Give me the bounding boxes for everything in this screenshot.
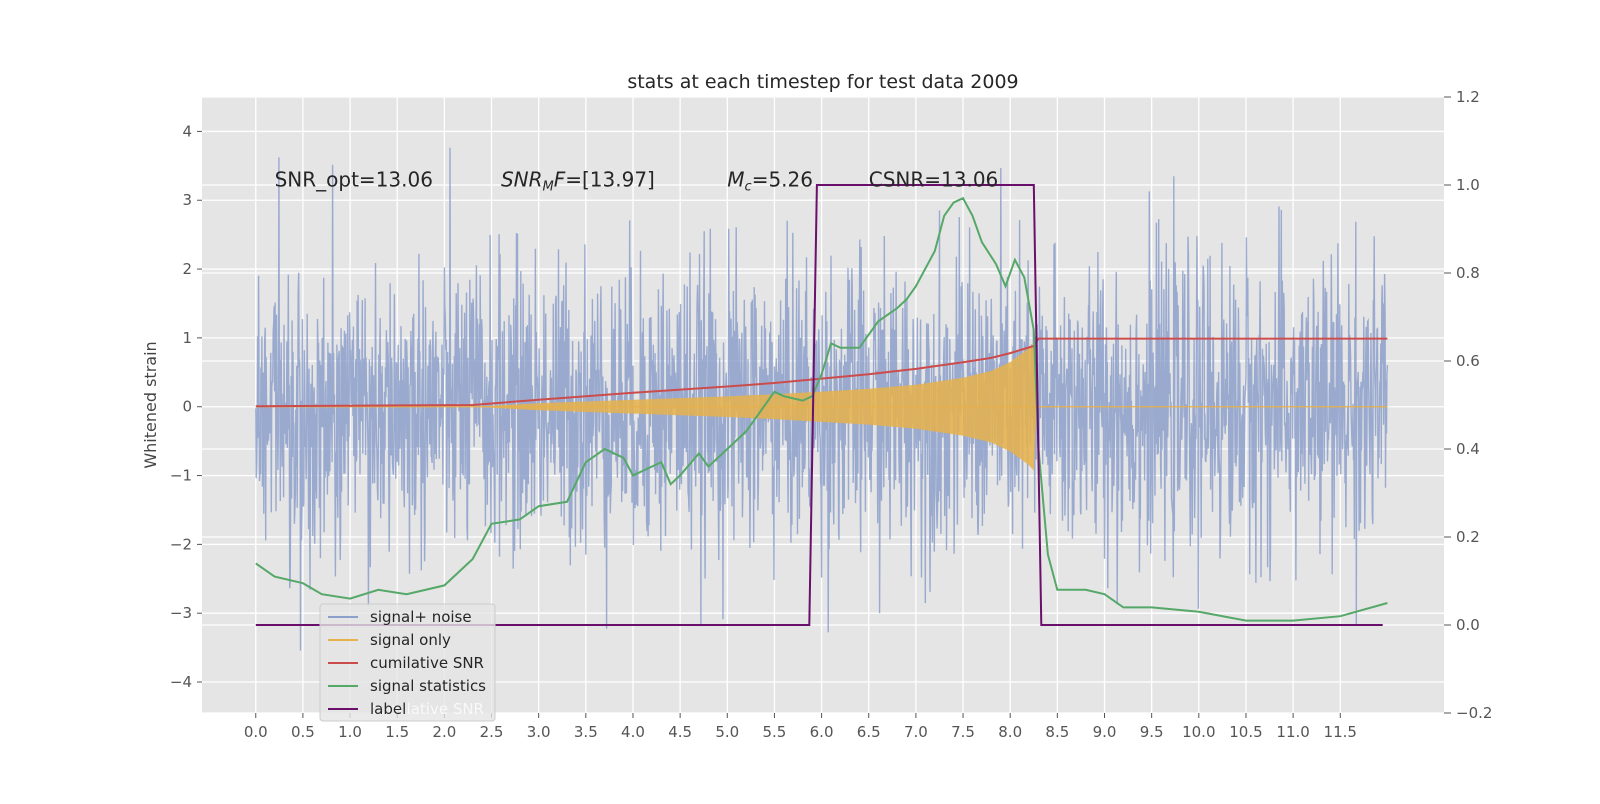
series-signal-noise-line	[255, 147, 1389, 651]
x-tick-label: 4.0	[621, 723, 645, 741]
y-tick-label: 3	[182, 191, 192, 209]
x-tick-label: 1.0	[338, 723, 362, 741]
legend-label: label	[370, 700, 406, 718]
x-tick-label: 2.5	[480, 723, 504, 741]
legend-box	[319, 603, 496, 722]
y-tick-label: 1	[182, 329, 192, 347]
y2-tick-label: 1.0	[1456, 176, 1480, 194]
annotation-0: SNR_opt=13.06	[275, 167, 433, 191]
y2-tick-label: 0.0	[1456, 616, 1480, 634]
x-tick-label: 11.0	[1276, 723, 1309, 741]
y-axis-label: Whitened strain	[141, 341, 160, 468]
x-tick-label: 6.0	[810, 723, 834, 741]
x-tick-label: 10.5	[1229, 723, 1262, 741]
y2-tick-label: 1.2	[1456, 88, 1480, 106]
legend-ghost-label: cumilative SNR	[370, 700, 484, 718]
legend-label: signal statistics	[370, 677, 486, 695]
data-layer	[255, 147, 1389, 651]
x-tick-label: 1.5	[385, 723, 409, 741]
x-tick-label: 11.5	[1324, 723, 1357, 741]
x-tick-label: 7.5	[951, 723, 975, 741]
chart-title: stats at each timestep for test data 200…	[627, 71, 1018, 93]
x-tick-label: 4.5	[668, 723, 692, 741]
y2-tick-label: 0.4	[1456, 440, 1480, 458]
y-tick-label: −4	[170, 673, 192, 691]
x-tick-label: 10.0	[1182, 723, 1215, 741]
annotation-1: SNRMF=[13.97]	[501, 167, 655, 194]
x-tick-label: 0.0	[244, 723, 268, 741]
y2-tick-label: 0.2	[1456, 528, 1480, 546]
series-label-line	[255, 184, 1383, 626]
x-tick-label: 3.5	[574, 723, 598, 741]
y2-tick-label: 0.6	[1456, 352, 1480, 370]
y2-tick-label: −0.2	[1456, 704, 1492, 722]
annotation-layer: SNR_opt=13.06 SNRMF=[13.97] Mc=5.26 CSNR=13…	[275, 167, 999, 194]
legend-label: signal+ noise	[370, 608, 472, 626]
y-tick-label: 4	[182, 122, 192, 140]
legend: cumilative SNR signal+ noise signal only cu…	[319, 603, 496, 722]
y-tick-label: −2	[170, 535, 192, 553]
axes-layer: 0.0 0.5 1.0 1.5 2.0 2.5 3.0 3.5 4.0 4.5 5.0 5.5 6.0 6…	[170, 88, 1493, 741]
series-signal-statistics-line	[255, 196, 1388, 622]
legend-label: signal only	[370, 631, 451, 649]
y-tick-label: 2	[182, 260, 192, 278]
x-tick-label: 8.0	[998, 723, 1022, 741]
x-tick-label: 6.5	[857, 723, 881, 741]
annotation-3: CSNR=13.06	[869, 167, 999, 191]
x-tick-label: 9.0	[1093, 723, 1117, 741]
x-tick-label: 9.5	[1140, 723, 1164, 741]
y-tick-label: −1	[170, 467, 192, 485]
x-tick-label: 5.0	[715, 723, 739, 741]
x-tick-label: 0.5	[291, 723, 315, 741]
x-tick-label: 5.5	[763, 723, 787, 741]
annotation-2: Mc=5.26	[727, 167, 813, 194]
x-tick-label: 8.5	[1045, 723, 1069, 741]
y-tick-label: 0	[182, 398, 192, 416]
legend-label: cumilative SNR	[370, 654, 484, 672]
x-tick-label: 2.0	[432, 723, 456, 741]
y2-tick-label: 0.8	[1456, 264, 1480, 282]
y-tick-label: −3	[170, 604, 192, 622]
series-cumilative-snr-line	[255, 337, 1388, 408]
x-tick-label: 7.0	[904, 723, 928, 741]
x-tick-label: 3.0	[527, 723, 551, 741]
